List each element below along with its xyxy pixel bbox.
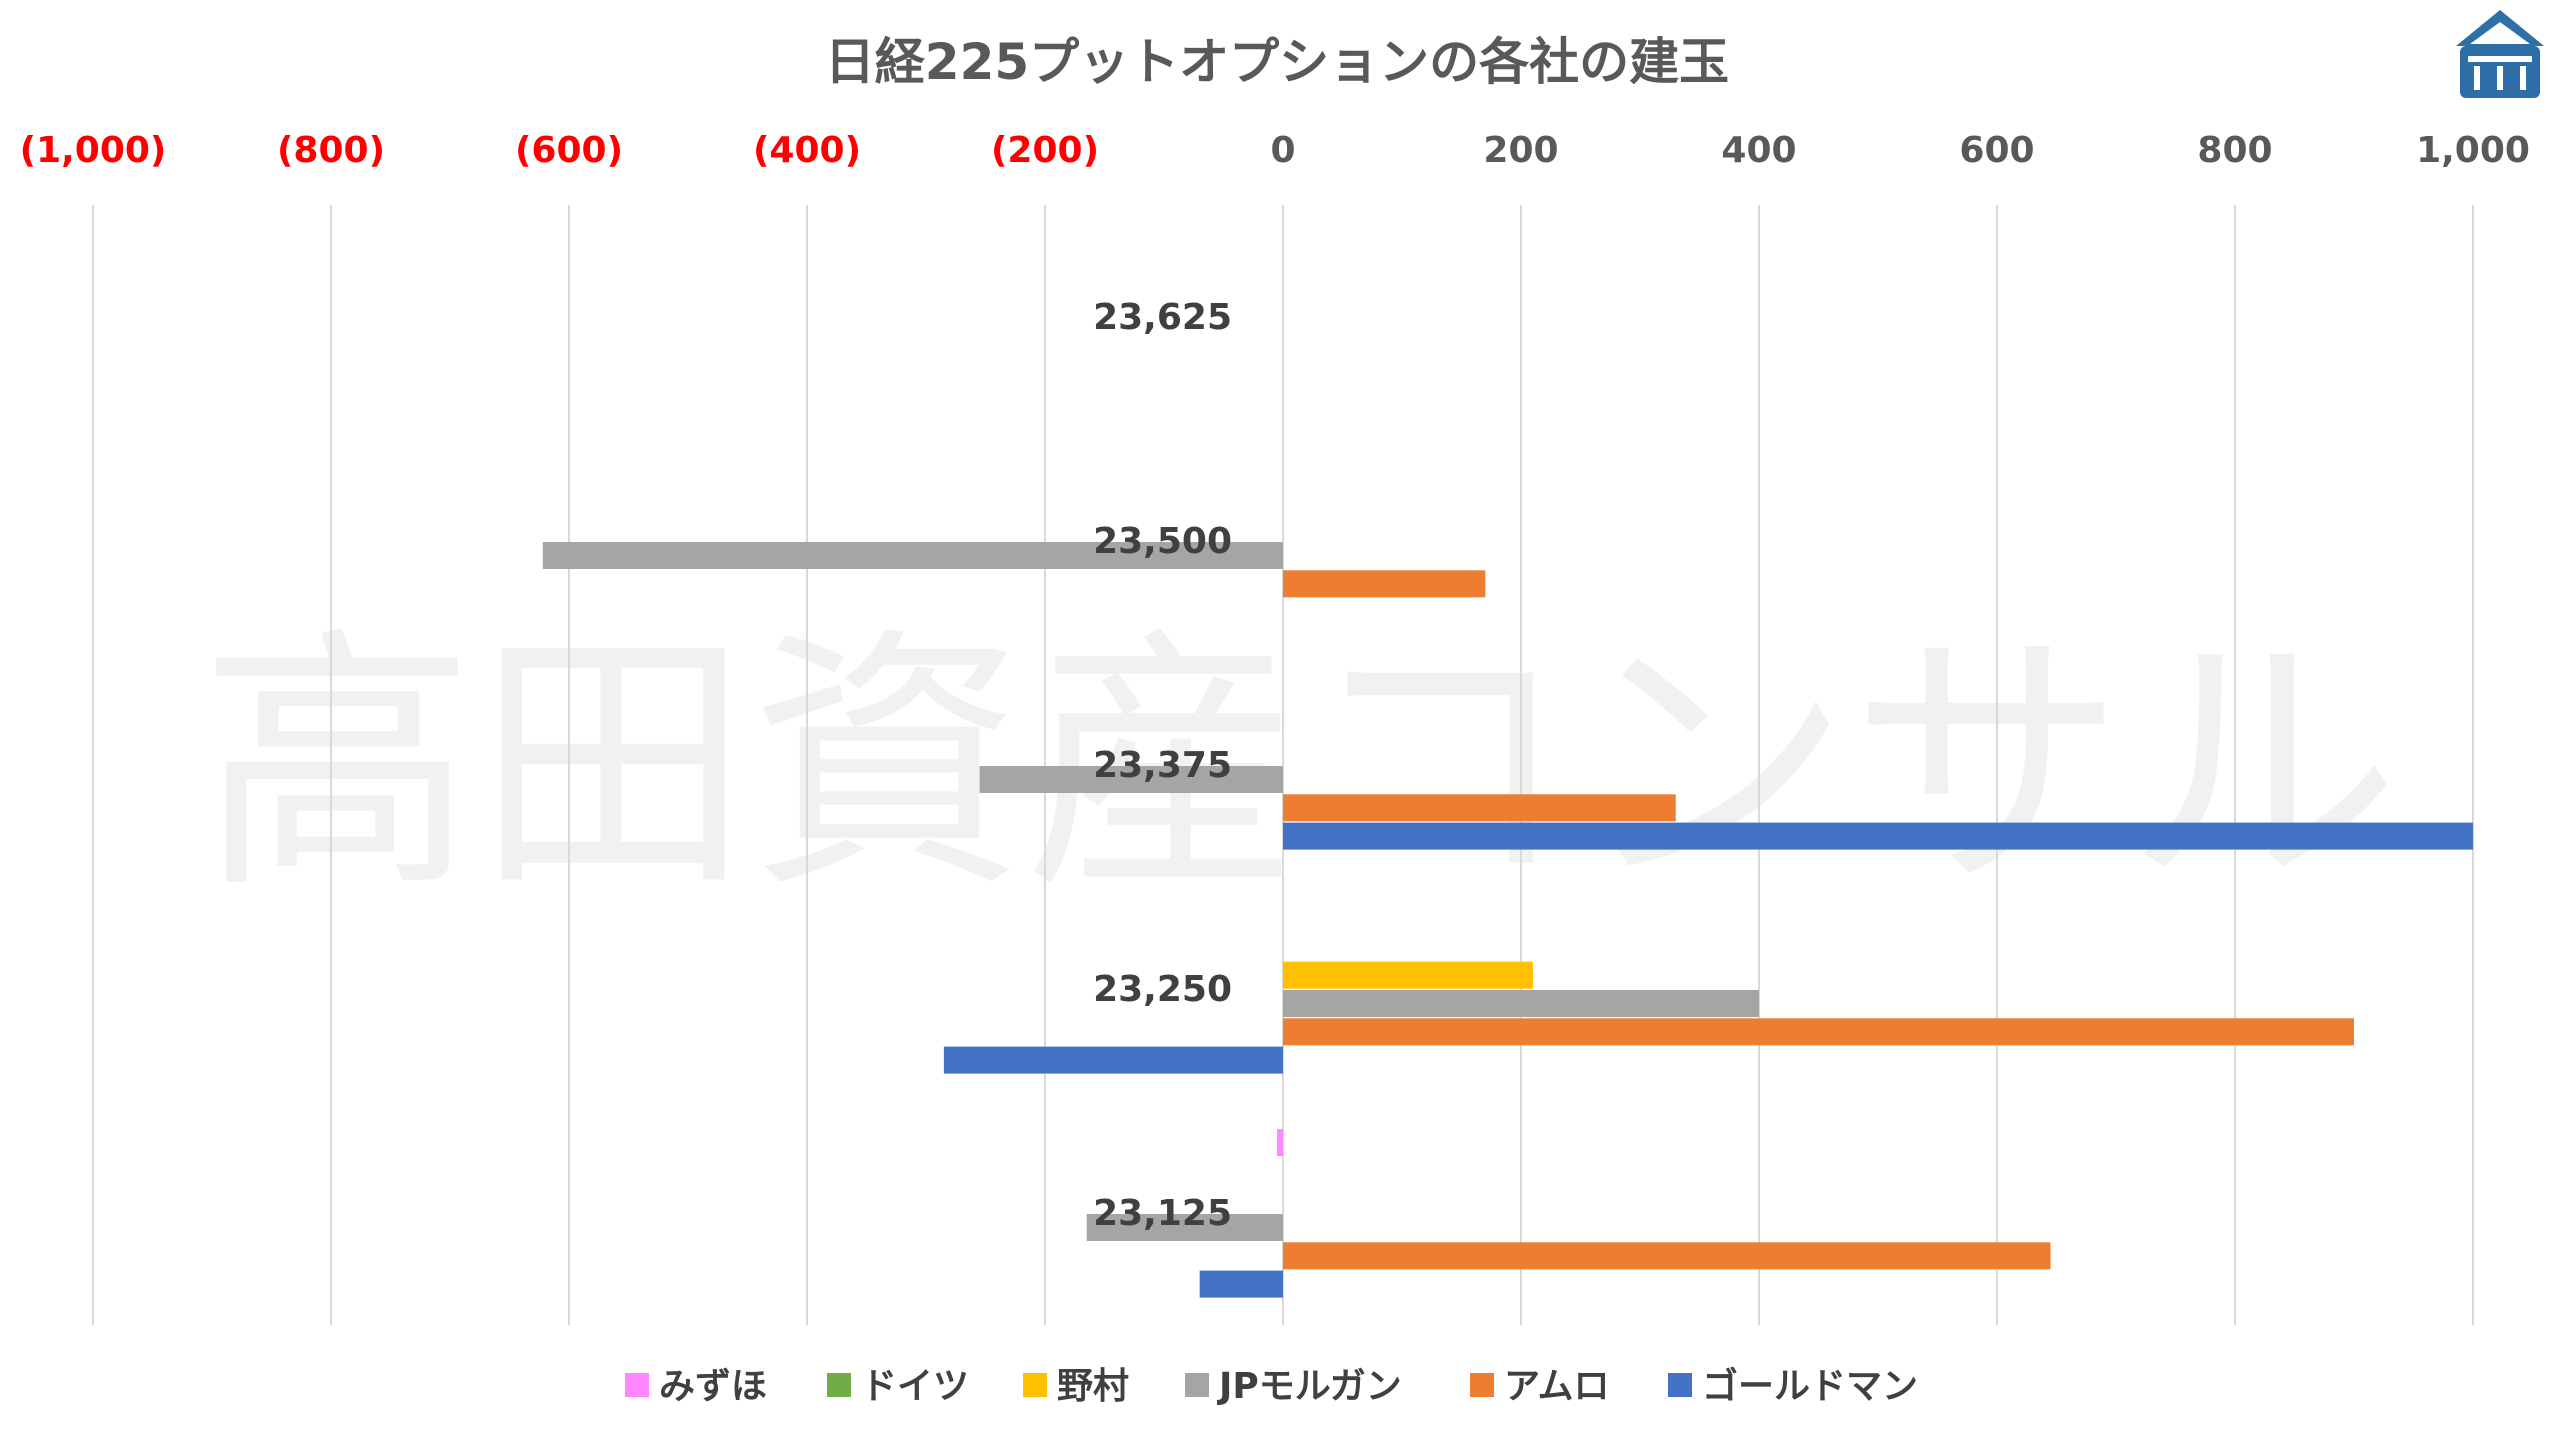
bar-野村-23,250	[1283, 961, 1533, 989]
category-labels: 23,625 23,500 23,375 23,250 23,125	[1093, 297, 1232, 1234]
brand-logo-icon	[2456, 10, 2544, 98]
category-label: 23,125	[1093, 1193, 1232, 1234]
bar-JPモルガン-23,500	[542, 542, 1283, 569]
chart-title: 日経225プットオプションの各社の建玉	[824, 33, 1730, 91]
x-tick-label: 1,000	[2416, 130, 2530, 171]
legend-item: ドイツ	[827, 1366, 969, 1407]
legend-label: JPモルガン	[1216, 1366, 1402, 1407]
x-tick-label: (1,000)	[20, 130, 167, 171]
legend-swatch	[827, 1373, 851, 1397]
legend-label: 野村	[1057, 1366, 1129, 1407]
x-tick-label: 0	[1270, 130, 1295, 171]
legend-item: アムロ	[1470, 1366, 1609, 1407]
bar-アムロ-23,375	[1283, 794, 1676, 822]
category-label: 23,625	[1093, 297, 1232, 338]
x-axis-ticks: (1,000) (800) (600) (400) (200) 0 200 400 600 800…	[20, 130, 2530, 171]
category-label: 23,500	[1093, 521, 1232, 562]
bar-ゴールドマン-23,250	[943, 1046, 1283, 1074]
gridlines	[92, 205, 2474, 1325]
bar-アムロ-23,500	[1283, 570, 1486, 598]
legend-label: みずほ	[659, 1366, 767, 1407]
bar-アムロ-23,125	[1283, 1242, 2051, 1270]
category-label: 23,250	[1093, 969, 1232, 1010]
x-tick-label: (200)	[991, 130, 1099, 171]
legend-swatch	[1470, 1373, 1494, 1397]
legend-label: ドイツ	[861, 1366, 969, 1407]
x-tick-label: 800	[2197, 130, 2272, 171]
legend-item: 野村	[1023, 1366, 1129, 1407]
legend-item: みずほ	[625, 1366, 767, 1407]
legend-label: アムロ	[1504, 1366, 1609, 1407]
x-tick-label: 600	[1959, 130, 2034, 171]
bar-みずほ-23,125	[1277, 1129, 1283, 1157]
bar-JPモルガン-23,125	[1086, 1214, 1283, 1241]
category-label: 23,375	[1093, 745, 1232, 786]
legend-label: ゴールドマン	[1702, 1365, 1918, 1407]
legend-swatch	[1668, 1373, 1692, 1397]
legend-swatch	[1023, 1373, 1047, 1397]
legend: みずほ ドイツ 野村 JPモルガン アムロ ゴールドマン	[625, 1365, 1918, 1407]
bars	[542, 542, 2473, 1298]
legend-swatch	[625, 1373, 649, 1397]
bar-JPモルガン-23,250	[1283, 990, 1759, 1017]
legend-item: JPモルガン	[1185, 1366, 1402, 1407]
bar-ゴールドマン-23,375	[1283, 822, 2473, 850]
bar-ゴールドマン-23,125	[1199, 1270, 1283, 1298]
x-tick-label: 400	[1721, 130, 1796, 171]
bar-アムロ-23,250	[1283, 1018, 2354, 1046]
x-tick-label: (400)	[753, 130, 861, 171]
x-tick-label: (800)	[277, 130, 385, 171]
x-tick-label: (600)	[515, 130, 623, 171]
legend-item: ゴールドマン	[1668, 1365, 1918, 1407]
bar-JPモルガン-23,375	[979, 766, 1283, 793]
watermark-text: 高田資産コンサル	[200, 605, 2400, 925]
x-tick-label: 200	[1483, 130, 1558, 171]
legend-swatch	[1185, 1373, 1209, 1397]
